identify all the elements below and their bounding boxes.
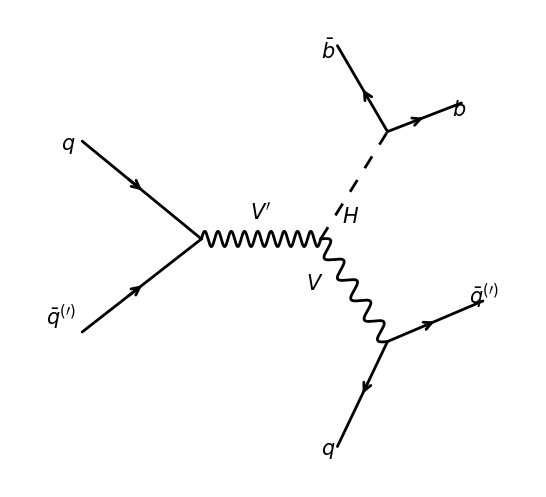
Text: $H$: $H$ [342, 207, 359, 228]
Text: $V^{\prime}$: $V^{\prime}$ [250, 202, 272, 224]
Text: $V$: $V$ [306, 274, 323, 294]
Text: $\bar{q}^{(\prime)}$: $\bar{q}^{(\prime)}$ [46, 303, 75, 332]
Text: $b$: $b$ [452, 100, 466, 120]
Text: $q$: $q$ [61, 136, 75, 156]
Text: $\bar{b}$: $\bar{b}$ [321, 38, 335, 63]
Text: $\bar{q}^{(\prime)}$: $\bar{q}^{(\prime)}$ [468, 282, 498, 311]
Text: $q$: $q$ [321, 441, 335, 461]
